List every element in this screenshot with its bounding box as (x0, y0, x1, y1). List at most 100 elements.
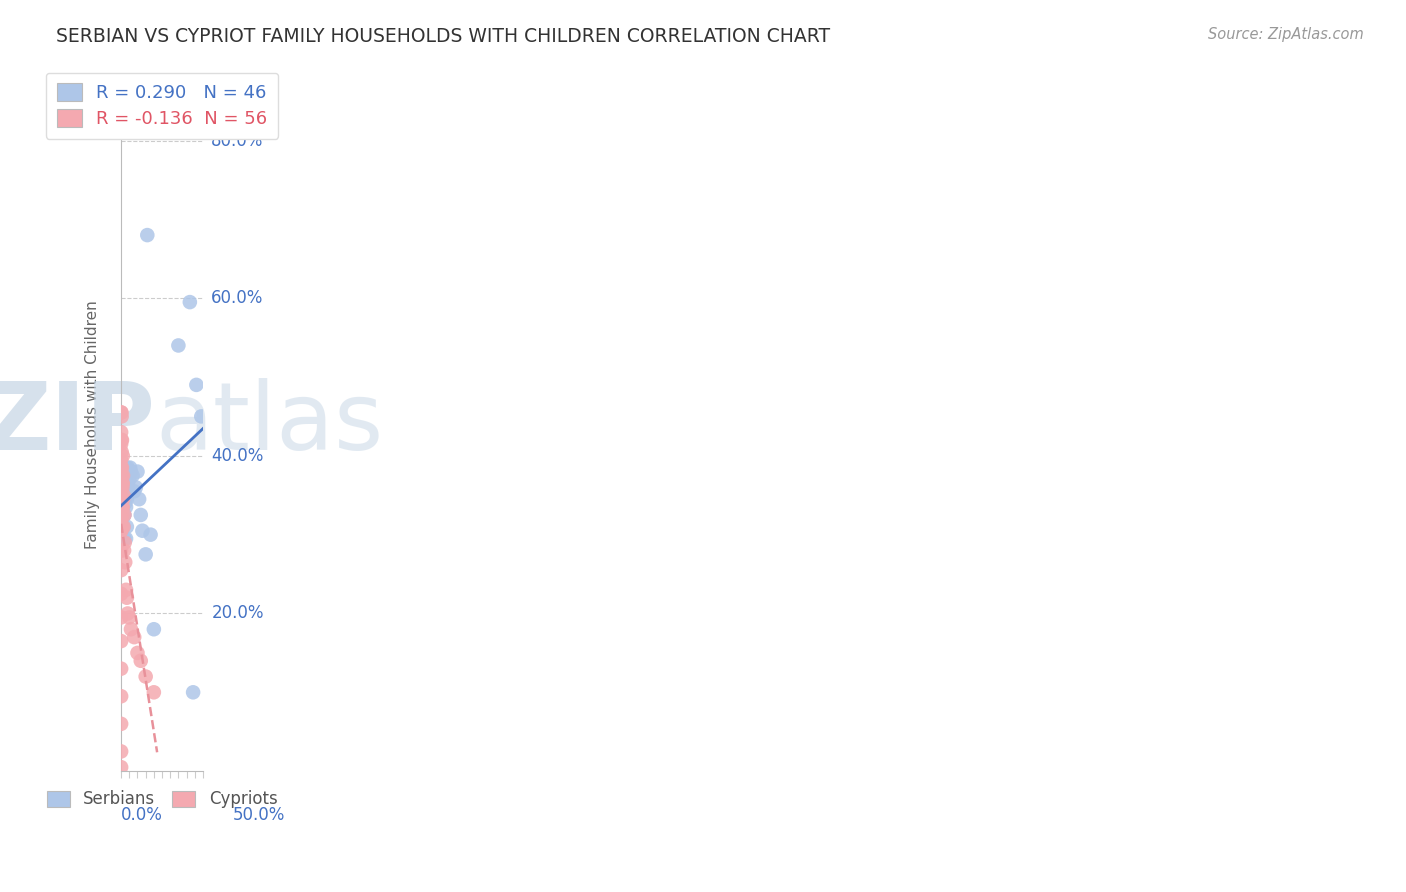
Point (127, 465, 149, 479)
Point (115, 582, 138, 597)
Point (114, 460, 136, 475)
Point (110, 460, 132, 475)
Point (186, 377, 208, 392)
Point (111, 500, 134, 514)
Text: Source: ZipAtlas.com: Source: ZipAtlas.com (1208, 27, 1364, 42)
Point (112, 484, 135, 499)
Point (118, 473, 141, 487)
Point (131, 524, 153, 538)
Point (111, 476, 134, 491)
Point (111, 500, 134, 514)
Point (110, 433, 132, 447)
Text: 50.0%: 50.0% (232, 805, 285, 824)
Point (111, 504, 134, 518)
Point (114, 496, 136, 510)
Point (115, 591, 138, 605)
Point (117, 607, 139, 621)
Point (111, 409, 134, 424)
Point (110, 760, 132, 774)
Point (190, 409, 212, 424)
Point (111, 512, 134, 526)
Point (115, 532, 138, 546)
Point (110, 480, 132, 494)
Point (115, 484, 138, 499)
Point (112, 520, 135, 534)
Point (114, 555, 136, 569)
Point (110, 716, 132, 731)
Text: 60.0%: 60.0% (211, 289, 264, 307)
Point (111, 460, 134, 475)
Point (125, 480, 148, 494)
Point (112, 492, 135, 507)
Point (112, 488, 135, 502)
Point (110, 496, 132, 510)
Point (114, 535, 136, 549)
Point (112, 484, 135, 499)
Point (110, 634, 132, 648)
Point (122, 630, 145, 644)
Point (136, 228, 159, 243)
Point (110, 512, 132, 526)
Text: ZIP: ZIP (0, 378, 156, 470)
Point (111, 468, 134, 483)
Point (112, 532, 135, 546)
Point (129, 508, 152, 522)
Point (112, 492, 135, 507)
Point (112, 508, 135, 522)
Point (112, 508, 135, 522)
Point (110, 437, 132, 451)
Point (110, 524, 132, 538)
Point (110, 496, 132, 510)
Text: 40.0%: 40.0% (211, 447, 264, 465)
Point (117, 460, 139, 475)
Point (110, 405, 132, 419)
Point (114, 480, 136, 494)
Point (111, 492, 134, 507)
Point (111, 476, 134, 491)
Point (111, 520, 134, 534)
Point (112, 468, 135, 483)
Point (135, 547, 157, 561)
Text: 80.0%: 80.0% (211, 131, 264, 150)
Point (110, 425, 132, 439)
Point (114, 492, 136, 507)
Point (112, 508, 135, 522)
Point (110, 543, 132, 558)
Point (110, 690, 132, 704)
Point (111, 524, 134, 538)
Point (129, 654, 152, 668)
Text: atlas: atlas (156, 378, 384, 470)
Point (115, 500, 138, 514)
Text: 20.0%: 20.0% (211, 605, 264, 623)
Point (120, 465, 142, 479)
Point (110, 452, 132, 467)
Point (111, 500, 134, 514)
Point (112, 520, 135, 534)
Point (121, 468, 143, 483)
Point (118, 610, 141, 624)
Point (110, 524, 132, 538)
Point (112, 496, 135, 510)
Point (111, 508, 134, 522)
Point (127, 646, 149, 660)
Point (120, 622, 142, 636)
Point (114, 468, 136, 483)
Point (122, 484, 145, 499)
Point (181, 685, 204, 699)
Text: 0.0%: 0.0% (121, 805, 163, 824)
Point (111, 449, 134, 463)
Point (110, 662, 132, 676)
Point (179, 295, 201, 310)
Point (110, 405, 132, 419)
Point (111, 520, 134, 534)
Point (115, 520, 138, 534)
Point (111, 433, 134, 447)
Point (110, 563, 132, 577)
Point (142, 685, 165, 699)
Point (128, 492, 150, 507)
Point (117, 480, 139, 494)
Point (112, 543, 135, 558)
Point (110, 610, 132, 624)
Point (110, 744, 132, 758)
Point (120, 460, 142, 475)
